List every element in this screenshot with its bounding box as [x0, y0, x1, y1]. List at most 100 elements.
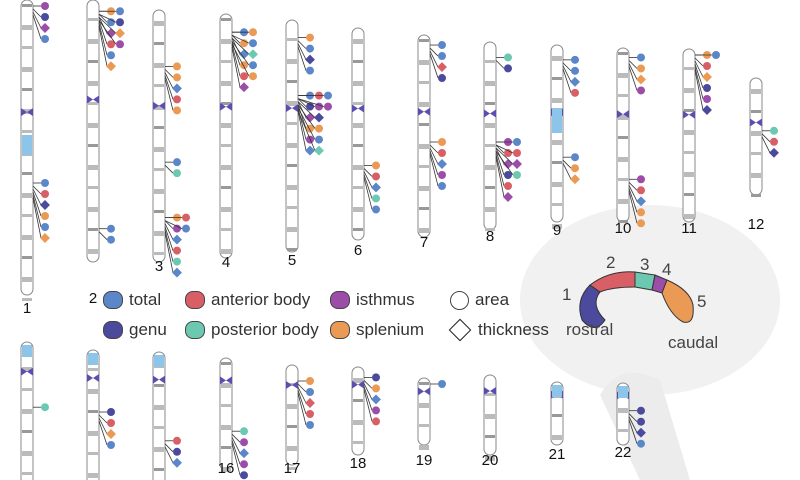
band: [221, 446, 231, 449]
band: [684, 172, 694, 177]
thickness-marker-total: [636, 196, 646, 207]
marker-line: [495, 147, 514, 165]
heterochromatin: [22, 345, 32, 357]
chromosome-label: 20: [481, 452, 499, 469]
area-marker-total: [315, 135, 323, 144]
band: [419, 207, 429, 210]
legend-label: posterior body: [211, 320, 319, 339]
rostral-label: rostral: [566, 320, 614, 339]
area-marker-anterior-body: [173, 95, 181, 104]
chromosome-body: [285, 19, 299, 253]
marker-line: [363, 171, 373, 188]
area-marker-splenium: [249, 28, 257, 37]
area-marker-genu: [703, 84, 711, 92]
centromere: [484, 387, 496, 395]
area-marker-total: [306, 421, 314, 429]
area-marker-isthmus: [637, 175, 645, 184]
band: [552, 435, 562, 440]
area-marker-anterior-body: [173, 436, 181, 445]
chromosome-body: [86, 349, 100, 480]
chromosome-3: [152, 9, 190, 278]
band: [221, 383, 231, 388]
chromosome-label: 18: [349, 455, 367, 472]
area-marker-total: [637, 53, 645, 62]
marker-line: [562, 159, 572, 169]
marker-line: [32, 11, 42, 29]
band: [88, 18, 98, 21]
area-marker-splenium: [438, 138, 446, 146]
area-marker-anterior-body: [504, 149, 512, 157]
band: [684, 130, 694, 135]
thickness-marker-isthmus: [239, 82, 249, 93]
area-marker-genu: [173, 447, 181, 456]
marker-line: [761, 133, 771, 143]
chromosome-9: [550, 44, 580, 229]
area-marker-splenium: [173, 106, 181, 115]
marker-line: [363, 168, 373, 177]
band: [287, 185, 297, 190]
band: [419, 186, 429, 191]
marker-line: [164, 223, 174, 240]
area-marker-isthmus: [637, 86, 645, 95]
chromosome-label: 17: [283, 460, 301, 477]
band: [154, 468, 164, 471]
region-number: 3: [640, 255, 650, 274]
band: [154, 252, 164, 255]
band: [419, 228, 429, 233]
marker-line: [164, 229, 174, 262]
marker-line: [694, 69, 704, 111]
marker-line: [429, 47, 439, 57]
chromosome-label: 10: [614, 220, 632, 237]
caudal-label: caudal: [668, 333, 719, 352]
marker-line: [98, 13, 117, 23]
marker-line: [164, 446, 174, 463]
area-marker-anterior-body: [182, 213, 190, 222]
thickness-marker-genu: [702, 105, 712, 115]
marker-line: [297, 107, 307, 140]
band: [751, 152, 761, 155]
thickness-marker-total: [371, 394, 381, 405]
band: [419, 39, 429, 42]
centromere: [750, 118, 762, 127]
marker-line: [297, 383, 307, 393]
legend-label: genu: [129, 320, 167, 339]
area-marker-total: [438, 41, 446, 50]
band: [22, 277, 32, 282]
centromere: [220, 376, 232, 385]
chromosome-label: 16: [217, 460, 235, 477]
band: [485, 81, 495, 86]
area-marker-genu: [372, 373, 380, 382]
chromosome-body: [152, 9, 166, 263]
band: [552, 224, 562, 229]
chromosome-13: [20, 341, 49, 480]
area-marker-total: [571, 153, 579, 162]
brain-outline: [520, 205, 780, 395]
legend-posterior-body: posterior body: [185, 320, 319, 340]
area-marker-total: [107, 18, 115, 27]
band: [287, 467, 297, 470]
marker-line: [164, 164, 174, 174]
area-marker-isthmus: [324, 102, 332, 111]
area-marker-total: [107, 224, 115, 233]
area-marker-genu: [637, 406, 645, 415]
band: [618, 429, 628, 432]
marker-line: [429, 147, 439, 165]
area-marker-anterior-body: [372, 172, 380, 181]
marker-line: [562, 68, 572, 93]
marker-line: [164, 78, 174, 111]
legend-label: thickness: [478, 320, 549, 339]
marker-line: [694, 63, 704, 89]
band: [221, 102, 231, 105]
area-marker-genu: [637, 417, 645, 426]
band: [485, 414, 495, 419]
band: [22, 109, 32, 114]
marker-line: [98, 420, 108, 446]
band: [154, 168, 164, 171]
thickness-marker-genu: [636, 427, 646, 438]
area-marker-total: [107, 441, 115, 449]
area-marker-total: [306, 388, 314, 396]
marker-line: [231, 44, 250, 77]
area-marker-genu: [438, 74, 446, 83]
band: [353, 144, 363, 147]
marker-line: [98, 16, 117, 34]
